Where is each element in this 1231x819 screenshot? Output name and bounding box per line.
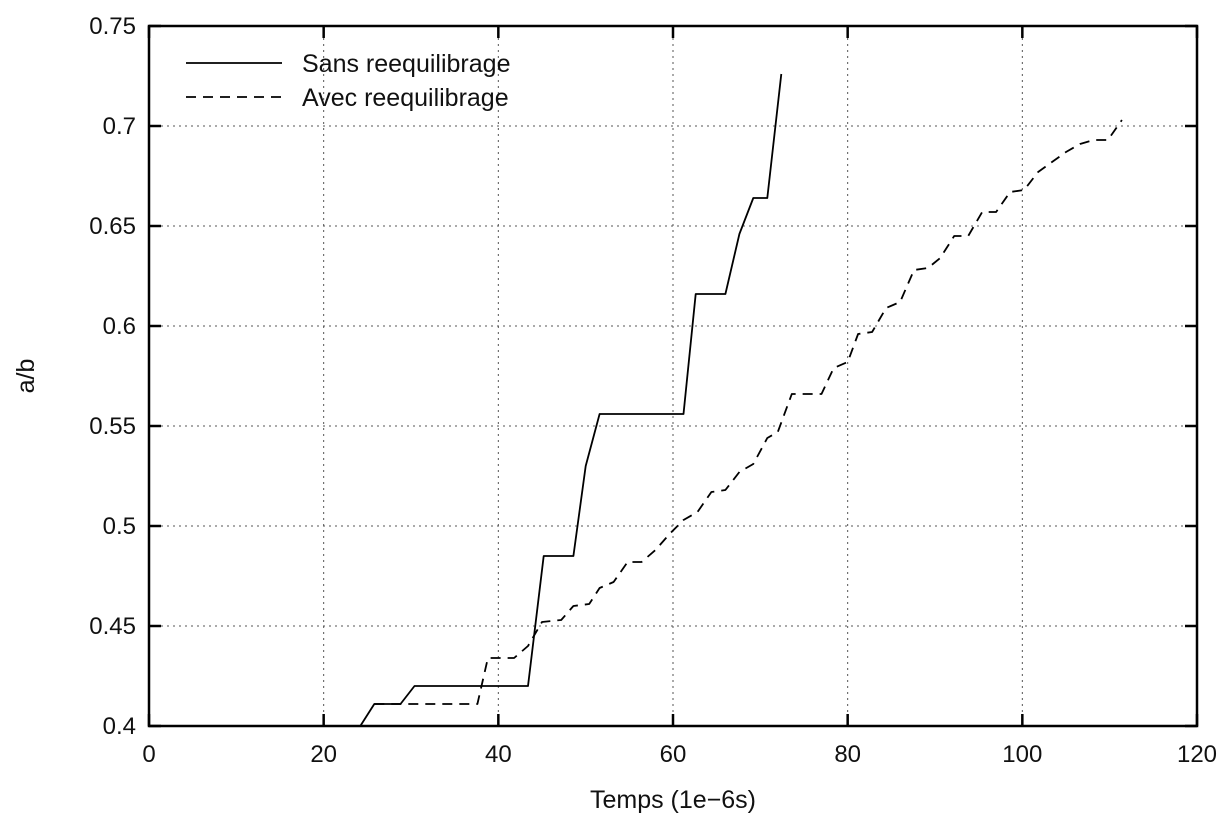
series-line-sans-reequilibrage <box>359 73 783 727</box>
y-tick-label: 0.75 <box>89 13 136 40</box>
y-tick-label: 0.5 <box>103 513 136 540</box>
y-tick-label: 0.65 <box>89 213 136 240</box>
x-tick-label: 80 <box>834 741 861 768</box>
y-tick-label: 0.7 <box>103 113 136 140</box>
x-axis-label: Temps (1e−6s) <box>590 786 756 814</box>
series-lines <box>359 73 1123 727</box>
x-tick-label: 20 <box>310 741 337 768</box>
x-tick-label: 0 <box>142 741 155 768</box>
plot-frame <box>147 24 1199 728</box>
x-tick-label: 120 <box>1177 741 1217 768</box>
y-tick-label: 0.45 <box>89 613 136 640</box>
x-tick-label: 100 <box>1002 741 1042 768</box>
y-tick-label: 0.4 <box>103 713 136 740</box>
series-line-avec-reequilibrage <box>374 119 1123 705</box>
y-tick-label: 0.55 <box>89 413 136 440</box>
x-tick-label: 60 <box>660 741 687 768</box>
tick-labels: 0 20 40 60 80 100 120 0.4 0.45 0.5 0.55 0.6 0.65 0.7 0… <box>89 13 1217 768</box>
x-tick-label: 40 <box>485 741 512 768</box>
y-tick-label: 0.6 <box>103 313 136 340</box>
grid <box>149 26 1197 726</box>
legend: Sans reequilibrage Avec reequilibrage <box>186 50 510 112</box>
y-axis-label: a/b <box>12 359 40 394</box>
legend-label-sans-reequilibrage: Sans reequilibrage <box>302 50 510 78</box>
legend-label-avec-reequilibrage: Avec reequilibrage <box>302 84 509 112</box>
